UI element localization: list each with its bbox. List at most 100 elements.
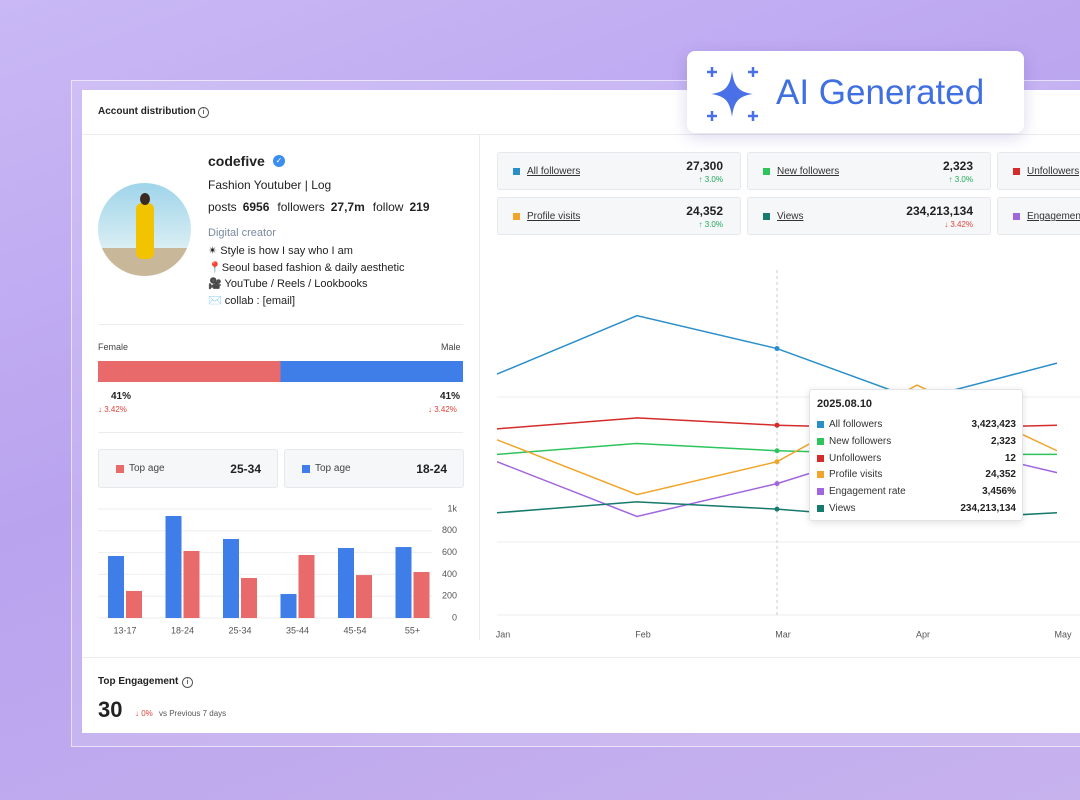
x-tick-label: Feb <box>635 629 651 639</box>
metric-name[interactable]: Profile visits <box>527 211 581 222</box>
tooltip-name: New followers <box>829 435 892 447</box>
bio-line: ✉️ collab : [email] <box>208 294 296 307</box>
metric-name[interactable]: Views <box>777 211 804 222</box>
hover-point <box>774 459 780 465</box>
divider <box>82 657 1080 658</box>
avatar-figure <box>136 203 154 259</box>
legend-swatch <box>817 471 824 479</box>
x-tick-label: 35-44 <box>286 625 309 635</box>
gender-bar <box>98 361 281 382</box>
metric-name[interactable]: All followers <box>527 166 581 177</box>
bar <box>356 575 372 618</box>
metric-card: Profile visits 24,352 ↑ 3.0% <box>497 197 741 235</box>
tooltip-name: Views <box>829 503 856 514</box>
x-tick-label: 25-34 <box>228 625 251 635</box>
legend-swatch <box>513 168 520 175</box>
stat-label: follow <box>372 200 404 214</box>
stat: followers 27,7m <box>277 200 364 214</box>
top-age-value: 18-24 <box>416 462 447 476</box>
gender-value: 41% <box>440 391 461 402</box>
tooltip-name: Profile visits <box>829 469 883 481</box>
metric-card: Engagement rate <box>997 197 1080 235</box>
metric-name[interactable]: Unfollowers <box>1027 166 1080 177</box>
top-age-card: Top age 18-24 <box>284 449 464 488</box>
bar <box>280 594 297 618</box>
metric-card: Views 234,213,134 ↓ 3.42% <box>747 197 991 235</box>
stat-label: posts <box>208 200 237 214</box>
engagement-title: Top Engagement <box>98 676 179 687</box>
bar <box>165 515 182 618</box>
y-tick-label: 800 <box>442 525 457 535</box>
top-age-label: Top age <box>129 463 165 474</box>
verified-badge: ✓ <box>273 155 285 167</box>
gender-change: ↓ 3.42% <box>428 405 457 414</box>
legend-swatch <box>817 437 824 445</box>
category: Digital creator <box>208 227 276 239</box>
gender-label: Male <box>441 342 461 352</box>
divider <box>98 324 463 325</box>
gender-change: ↓ 3.42% <box>98 405 127 414</box>
gender-value: 41% <box>111 391 132 402</box>
engagement-change: ↓ 0% <box>135 709 153 718</box>
section-title: Account distribution <box>98 106 196 117</box>
bar <box>413 572 430 618</box>
hover-point <box>774 422 780 428</box>
profile-name: codefive <box>208 153 265 169</box>
metric-name[interactable]: New followers <box>777 166 840 177</box>
top-age-card: Top age 25-34 <box>98 449 278 488</box>
stats: posts 6956 followers 27,7m follow 219 <box>208 200 430 214</box>
engagement-value: 30 <box>98 697 123 722</box>
y-tick-label: 200 <box>442 591 457 601</box>
x-tick-label: 13-17 <box>113 625 136 635</box>
hover-point <box>774 346 780 352</box>
badge: AI Generated <box>687 51 1024 133</box>
metric-change: ↑ 3.0% <box>698 175 723 184</box>
x-tick-label: Jan <box>496 629 511 639</box>
tooltip-value: 3,456% <box>982 486 1016 498</box>
legend-swatch <box>817 488 824 496</box>
metric-card: Unfollowers <box>997 152 1080 190</box>
metric-card: All followers 27,300 ↑ 3.0% <box>497 152 741 190</box>
avatar-head <box>140 193 150 205</box>
info-icon[interactable]: i <box>198 107 209 118</box>
divider <box>479 135 480 640</box>
tooltip-value: 12 <box>1004 452 1016 464</box>
bar <box>241 577 257 618</box>
metric-value: 24,352 <box>686 204 723 218</box>
bar <box>395 547 412 618</box>
top-age-value: 25-34 <box>230 462 261 476</box>
metric-value: 27,300 <box>686 159 723 173</box>
legend-swatch <box>513 213 520 220</box>
gender-label: Female <box>98 342 129 352</box>
tooltip-title: 2025.08.10 <box>817 398 873 410</box>
headline: Fashion Youtuber | Log <box>208 178 332 192</box>
engagement-comparison: vs Previous 7 days <box>159 709 227 718</box>
legend-swatch <box>302 465 310 473</box>
stat: follow 219 <box>373 200 430 214</box>
x-tick-label: 45-54 <box>343 625 366 635</box>
divider <box>98 432 463 433</box>
y-tick-label: 600 <box>442 547 457 557</box>
tooltip-value: 234,213,134 <box>960 503 1016 514</box>
series-line <box>496 314 1058 401</box>
tooltip-value: 3,423,423 <box>971 419 1017 430</box>
tooltip-value: 24,352 <box>985 469 1016 481</box>
metric-value: 2,323 <box>942 159 973 173</box>
avatar <box>98 183 191 276</box>
tooltip-name: Unfollowers <box>829 452 882 464</box>
hover-point <box>774 448 780 454</box>
legend-swatch <box>116 465 124 473</box>
bar <box>223 538 239 618</box>
stat-value: 219 <box>409 200 430 214</box>
tooltip-value: 2,323 <box>990 435 1016 447</box>
legend-swatch <box>1013 213 1020 220</box>
metric-name[interactable]: Engagement rate <box>1027 211 1080 222</box>
sparkle-icon <box>707 67 758 121</box>
info-icon[interactable]: i <box>182 677 193 688</box>
metric-change: ↑ 3.0% <box>948 175 973 184</box>
bar <box>108 555 124 618</box>
badge-text: AI Generated <box>776 73 985 112</box>
y-tick-label: 400 <box>442 569 457 579</box>
